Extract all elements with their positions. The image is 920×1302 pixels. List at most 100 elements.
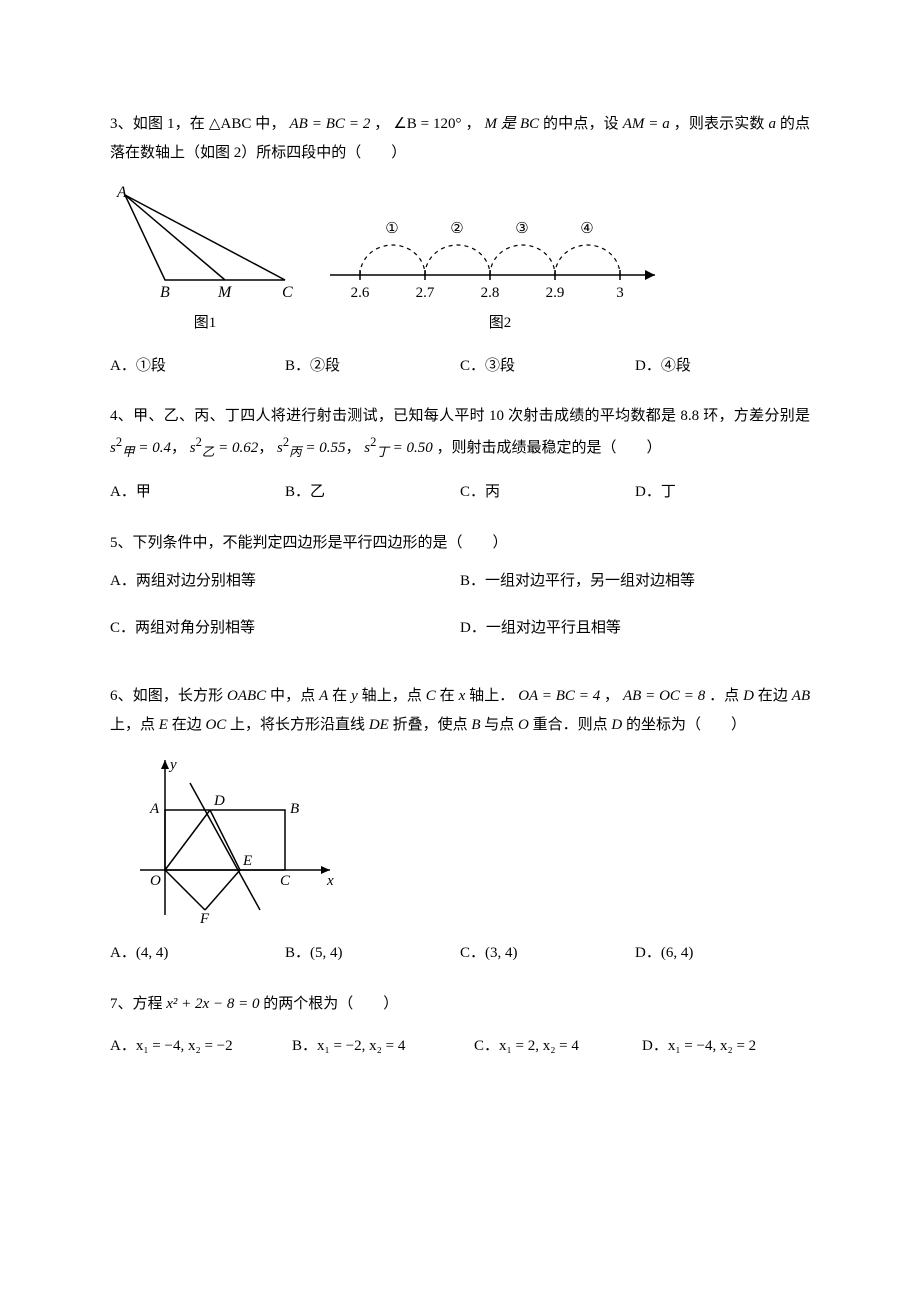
text: 中， (255, 116, 285, 132)
q4-options: A．甲 B．乙 C．丙 D．丁 (110, 478, 810, 507)
label-C: C (282, 284, 293, 301)
q7-opt-d: D．x₁ = −4, x₂ = 2 (642, 1032, 810, 1061)
Ov: O (518, 717, 529, 733)
q3-options: A．①段 B．②段 C．③段 D．④段 (110, 352, 810, 381)
text: ，则射击成绩最稳定的是（ ） (436, 440, 661, 456)
triangle-abc: △ABC (209, 116, 252, 132)
q4-opt-c: C．丙 (460, 478, 635, 507)
label-F: F (199, 911, 210, 925)
eq: x² + 2x − 8 = 0 (166, 996, 259, 1012)
q5-options: A．两组对边分别相等 B．一组对边平行，另一组对边相等 C．两组对角分别相等 D… (110, 567, 810, 660)
label-y: y (168, 757, 177, 773)
text: 轴上． (469, 688, 514, 704)
q7-opt-a: A．x₁ = −4, x₂ = −2 (110, 1032, 292, 1061)
text: 在 (440, 688, 455, 704)
m-is-bc: M 是 BC (485, 116, 540, 132)
arc-3: ③ (515, 221, 528, 237)
y: y (351, 688, 358, 704)
text: ，则表示实数 (674, 116, 765, 132)
text: 6、如图，长方形 (110, 688, 223, 704)
q3-opt-c: C．③段 (460, 352, 635, 381)
text: ， (604, 688, 619, 704)
q3-opt-b: B．②段 (285, 352, 460, 381)
label-A: A (149, 801, 160, 817)
q5-opt-d: D．一组对边平行且相等 (460, 614, 810, 643)
label-O: O (150, 873, 161, 889)
s1: s2甲 = 0.4 (110, 440, 171, 456)
eq-am-a: AM = a (623, 116, 670, 132)
q6-opt-d: D．(6, 4) (635, 939, 810, 968)
label-B: B (290, 801, 299, 817)
eq-angle-b: ∠B = 120° (393, 116, 461, 132)
question-3: 3、如图 1，在 △ABC 中， AB = BC = 2 ， ∠B = 120°… (110, 110, 810, 380)
rectangle-diagram: y x O A B C D E F (130, 755, 340, 925)
text: 3、如图 1，在 (110, 116, 205, 132)
question-4: 4、甲、乙、丙、丁四人将进行射击测试，已知每人平时 10 次射击成绩的平均数都是… (110, 402, 810, 507)
s4: s2丁 = 0.50 (364, 440, 432, 456)
label-C: C (280, 873, 291, 889)
Dv: D (611, 717, 622, 733)
q6-opt-c: C．(3, 4) (460, 939, 635, 968)
q6-options: A．(4, 4) B．(5, 4) C．(3, 4) D．(6, 4) (110, 939, 810, 968)
tick-0: 2.6 (351, 285, 370, 301)
q4-opt-d: D．丁 (635, 478, 810, 507)
question-7: 7、方程 x² + 2x − 8 = 0 的两个根为（ ） A．x₁ = −4,… (110, 990, 810, 1061)
arc-4: ④ (580, 221, 593, 237)
text: 7、方程 (110, 996, 163, 1012)
label-x: x (326, 873, 334, 889)
tick-4: 3 (616, 285, 624, 301)
tick-2: 2.8 (481, 285, 500, 301)
text: 上，点 (110, 717, 155, 733)
q7-stem: 7、方程 x² + 2x − 8 = 0 的两个根为（ ） (110, 990, 810, 1019)
text: ， (374, 116, 389, 132)
label-E: E (242, 853, 252, 869)
text: ．点 (709, 688, 739, 704)
oabc: OABC (227, 688, 266, 704)
text: ， (465, 116, 480, 132)
q6-opt-a: A．(4, 4) (110, 939, 285, 968)
eq-ab-bc: AB = BC = 2 (290, 116, 371, 132)
q4-stem: 4、甲、乙、丙、丁四人将进行射击测试，已知每人平时 10 次射击成绩的平均数都是… (110, 402, 810, 464)
label-D: D (213, 793, 225, 809)
text: 与点 (484, 717, 514, 733)
label-A: A (116, 185, 127, 201)
arc-1: ① (385, 221, 398, 237)
q6-opt-b: B．(5, 4) (285, 939, 460, 968)
text: 轴上，点 (362, 688, 422, 704)
OC: OC (205, 717, 226, 733)
text: 中，点 (270, 688, 315, 704)
q4-opt-b: B．乙 (285, 478, 460, 507)
q5-opt-c: C．两组对角分别相等 (110, 614, 460, 643)
q3-figures: A B M C 图1 (110, 185, 810, 338)
text: 在边 (172, 717, 202, 733)
q5-opt-b: B．一组对边平行，另一组对边相等 (460, 567, 810, 596)
eq2: AB = OC = 8 (623, 688, 705, 704)
D: D (743, 688, 754, 704)
q3-fig2: ① ② ③ ④ 2.6 2.7 2.8 2.9 3 图2 (330, 205, 670, 338)
q6-figure: y x O A B C D E F (130, 755, 810, 925)
q7-opt-c: C．x₁ = 2, x₂ = 4 (474, 1032, 642, 1061)
text: 的中点，设 (543, 116, 619, 132)
question-5: 5、下列条件中，不能判定四边形是平行四边形的是（ ） A．两组对边分别相等 B．… (110, 529, 810, 661)
s2: s2乙 = 0.62 (190, 440, 258, 456)
text: 在 (332, 688, 347, 704)
q5-opt-a: A．两组对边分别相等 (110, 567, 460, 596)
text: 的坐标为（ ） (626, 717, 746, 733)
text: 4、甲、乙、丙、丁四人将进行射击测试，已知每人平时 10 次射击成绩的平均数都是… (110, 408, 810, 424)
triangle-diagram: A B M C (110, 185, 300, 305)
C: C (426, 688, 436, 704)
DE: DE (369, 717, 389, 733)
fig2-caption: 图2 (330, 309, 670, 338)
A: A (319, 688, 328, 704)
eq1: OA = BC = 4 (518, 688, 600, 704)
x: x (459, 688, 466, 704)
q7-options: A．x₁ = −4, x₂ = −2 B．x₁ = −2, x₂ = 4 C．x… (110, 1032, 810, 1061)
arc-2: ② (450, 221, 463, 237)
tick-1: 2.7 (416, 285, 435, 301)
text: 上，将长方形沿直线 (230, 717, 365, 733)
Bv: B (471, 717, 480, 733)
tick-3: 2.9 (546, 285, 565, 301)
q4-opt-a: A．甲 (110, 478, 285, 507)
number-line-diagram: ① ② ③ ④ 2.6 2.7 2.8 2.9 3 (330, 205, 670, 305)
text: 的两个根为（ ） (263, 996, 398, 1012)
